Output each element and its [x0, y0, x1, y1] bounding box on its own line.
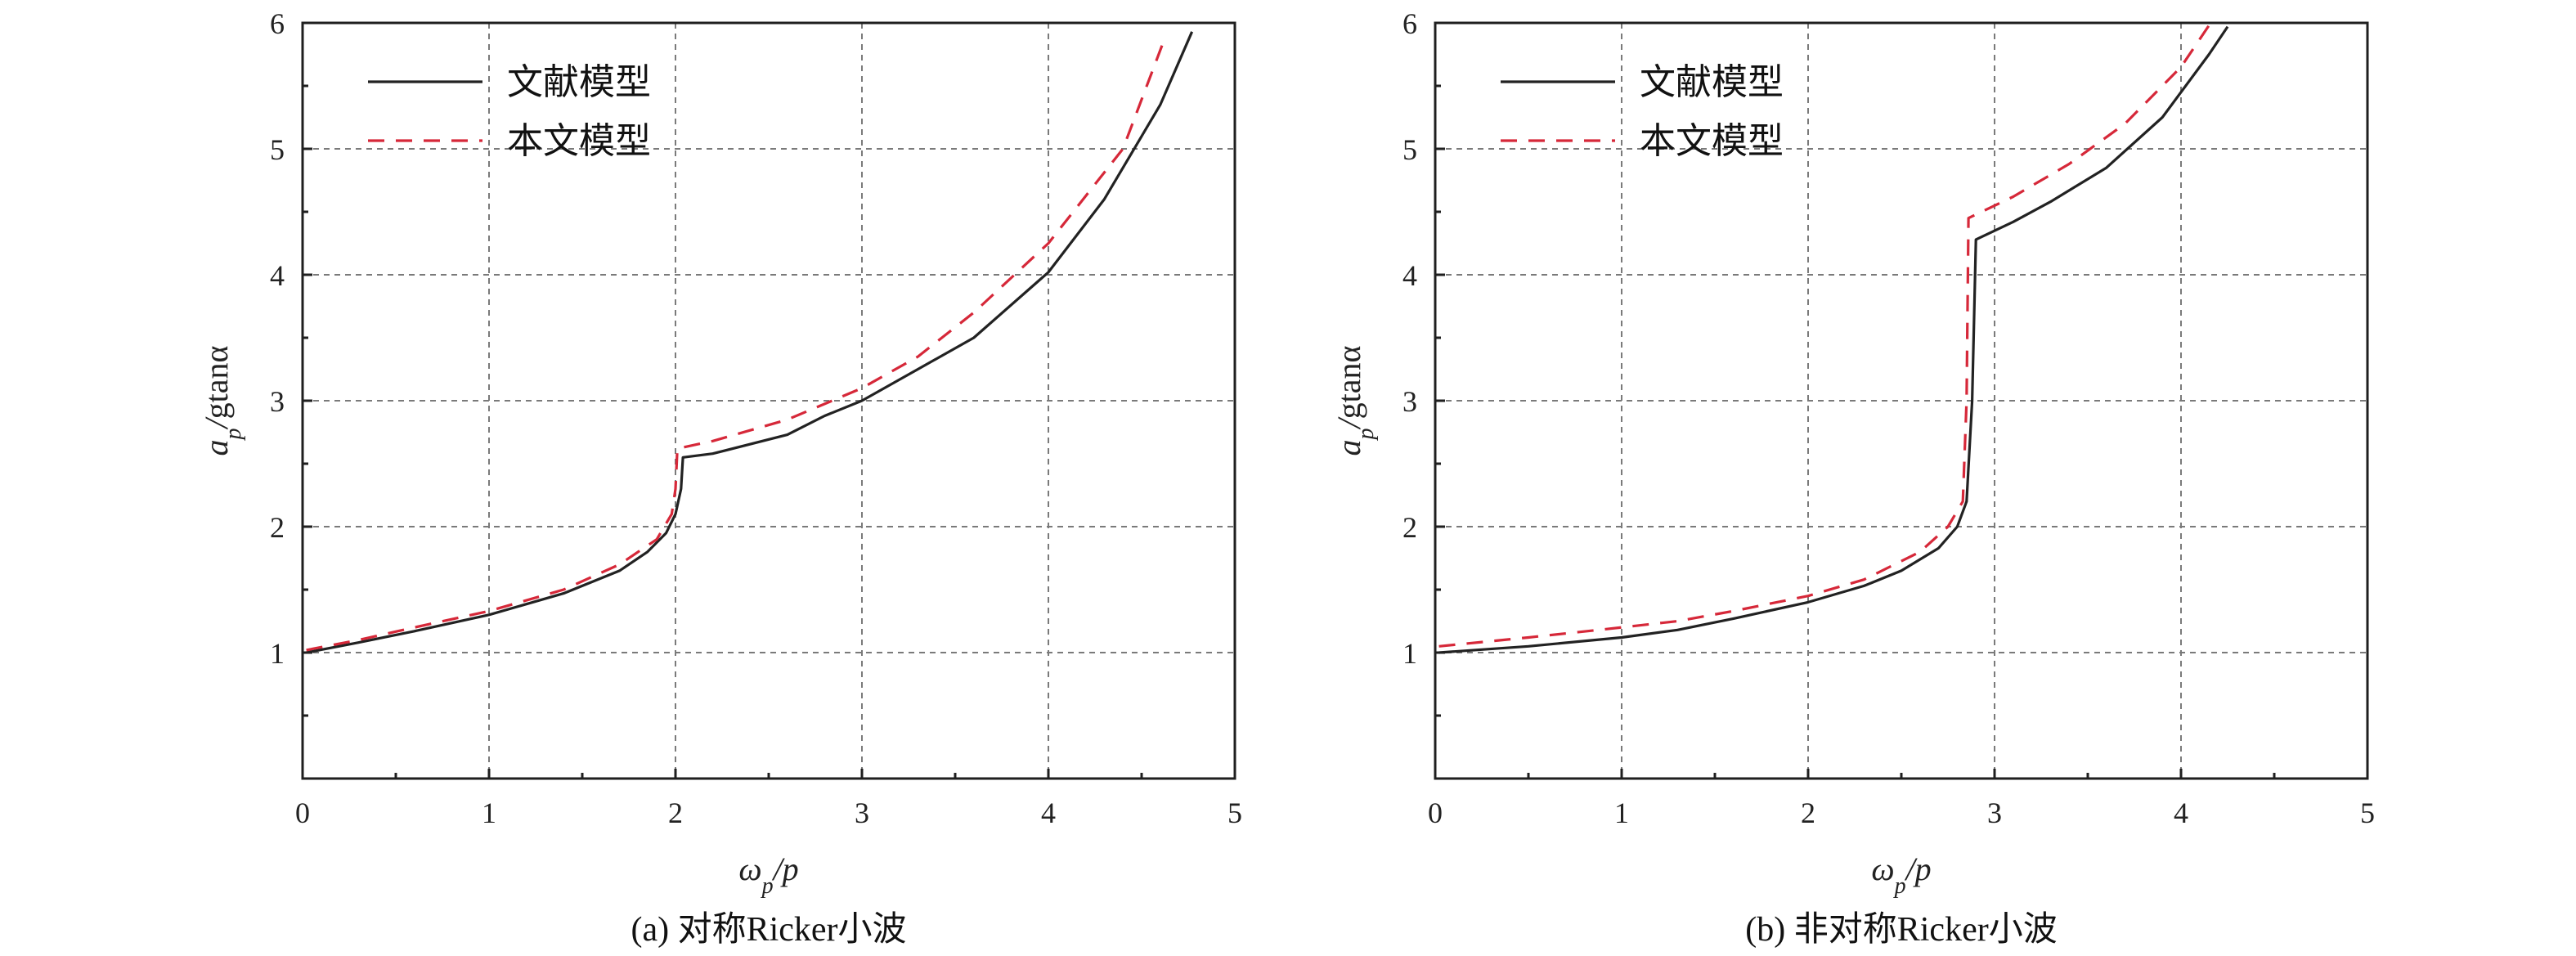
x-tick-label: 4: [2174, 797, 2188, 829]
legend-label-2: 本文模型: [1640, 121, 1784, 161]
x-tick-label: 4: [1041, 797, 1056, 829]
x-tick-label: 1: [1614, 797, 1629, 829]
y-tick-label: 6: [270, 7, 285, 40]
y-tick-label: 1: [1402, 637, 1417, 670]
y-axis-title: ap/gtanα: [198, 345, 246, 456]
x-axis-title: ωp/p: [1871, 851, 1931, 899]
x-axis-title: ωp/p: [738, 851, 798, 899]
legend-label-1: 文献模型: [1640, 62, 1784, 102]
series-line-2: [1438, 25, 2210, 648]
y-tick-label: 5: [1402, 133, 1417, 166]
x-tick-label: 3: [1987, 797, 2002, 829]
legend-label-2: 本文模型: [507, 121, 651, 161]
y-tick-label: 4: [270, 259, 285, 292]
y-tick-label: 3: [270, 385, 285, 418]
series-line-2: [306, 34, 1168, 652]
y-tick-label: 3: [1402, 385, 1417, 418]
y-tick-label: 2: [1402, 511, 1417, 544]
x-tick-label: 0: [295, 797, 310, 829]
y-tick-label: 1: [270, 637, 285, 670]
y-tick-label: 5: [270, 133, 285, 166]
legend-label-1: 文献模型: [507, 62, 651, 102]
panel-caption: (a) 对称Ricker小波: [631, 911, 906, 949]
panel-caption: (b) 非对称Ricker小波: [1745, 911, 2057, 949]
x-tick-label: 3: [855, 797, 869, 829]
x-tick-label: 5: [1227, 797, 1242, 829]
series-line-1: [306, 31, 1194, 654]
y-tick-label: 6: [1402, 7, 1417, 40]
x-tick-label: 0: [1428, 797, 1443, 829]
y-tick-label: 2: [270, 511, 285, 544]
x-tick-label: 2: [1801, 797, 1815, 829]
x-tick-label: 1: [482, 797, 496, 829]
series-line-1: [1438, 25, 2229, 654]
x-tick-label: 5: [2360, 797, 2375, 829]
y-tick-label: 4: [1402, 259, 1417, 292]
x-tick-label: 2: [668, 797, 683, 829]
y-axis-title: ap/gtanα: [1331, 345, 1379, 456]
